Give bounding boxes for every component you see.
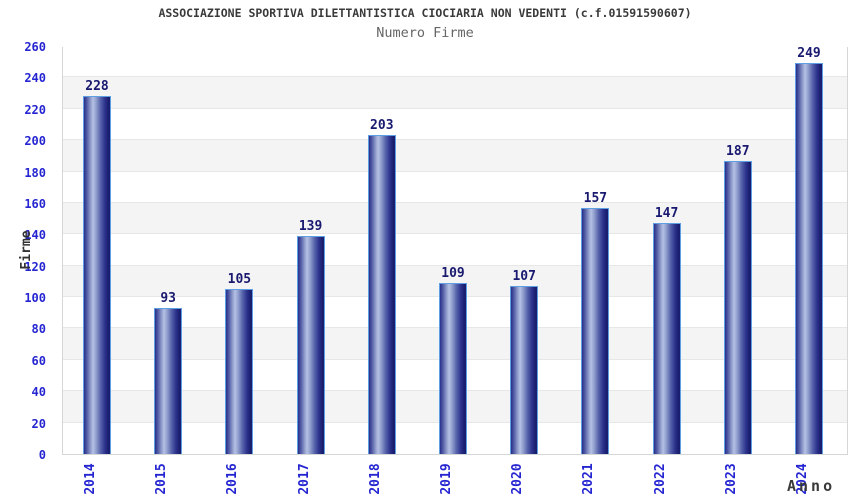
bar-value-label: 228: [85, 79, 109, 95]
plot-band: [63, 108, 847, 141]
bar-2018: [367, 135, 396, 454]
y-tick-label: 260: [24, 40, 46, 54]
x-category-label: 2022: [652, 463, 668, 495]
bar-value-label: 107: [512, 269, 536, 285]
plot-area: 228 93 105 139 203 109 107 157 147 187 249: [62, 46, 848, 455]
y-tick-label: 100: [24, 291, 46, 306]
y-tick-label: 80: [31, 322, 46, 337]
x-category-label: 2016: [225, 463, 241, 495]
y-tick-label: 220: [24, 102, 46, 117]
x-category-label: 2018: [367, 463, 383, 495]
gridline: [63, 170, 847, 172]
x-axis-title: Anno: [787, 477, 836, 495]
x-category-label: 2020: [510, 463, 526, 495]
bar-value-label: 203: [370, 118, 394, 134]
gridline: [63, 264, 847, 266]
chart-subtitle: Numero Firme: [376, 25, 474, 41]
plot-band: [63, 202, 847, 235]
gridline: [63, 107, 847, 109]
y-tick-label: 20: [31, 416, 46, 431]
y-tick-label: 0: [38, 448, 46, 462]
gridline: [63, 201, 847, 203]
plot-band: [63, 46, 847, 78]
x-category-label: 2019: [439, 463, 454, 495]
bar-2020: [510, 286, 539, 454]
x-category-label: 2021: [581, 463, 597, 495]
plot-band: [63, 171, 847, 203]
bar-value-label: 93: [160, 291, 177, 307]
y-tick-label: 180: [24, 165, 46, 180]
y-tick-label: 40: [31, 385, 46, 400]
bar-value-label: 105: [227, 272, 252, 288]
bar-value-label: 109: [441, 265, 465, 281]
chart-title: ASSOCIAZIONE SPORTIVA DILETTANTISTICA CI…: [158, 6, 692, 20]
bar-value-label: 187: [726, 143, 750, 159]
bar-value-label: 147: [654, 206, 679, 222]
bar-value-label: 139: [298, 218, 323, 234]
gridline: [63, 233, 847, 235]
bar-2014: [83, 96, 111, 454]
bar-2021: [581, 207, 610, 454]
x-category-label: 2015: [154, 463, 170, 495]
bar-2015: [154, 308, 183, 454]
plot-band: [63, 140, 847, 172]
y-tick-label: 240: [24, 71, 46, 86]
plot-band: [63, 77, 847, 109]
bar-2016: [225, 289, 254, 454]
bar-2019: [439, 282, 467, 454]
x-category-label: 2017: [296, 463, 312, 495]
gridline: [63, 139, 847, 141]
bar-value-label: 157: [583, 190, 608, 206]
y-tick-label: 160: [24, 196, 46, 211]
y-tick-label: 120: [24, 259, 46, 274]
gridline: [63, 76, 847, 78]
plot-band: [63, 234, 847, 266]
y-axis-title: Firme: [19, 230, 34, 270]
x-category-label: 2014: [83, 463, 98, 495]
bar-2022: [652, 223, 681, 454]
bar-2024: [795, 63, 823, 454]
y-tick-label: 60: [31, 353, 46, 368]
y-tick-label: 140: [24, 228, 46, 243]
bar-value-label: 249: [797, 46, 821, 62]
bar-2023: [723, 160, 752, 454]
x-category-label: 2023: [723, 463, 739, 495]
y-tick-label: 200: [24, 134, 46, 149]
bar-2017: [296, 235, 325, 454]
